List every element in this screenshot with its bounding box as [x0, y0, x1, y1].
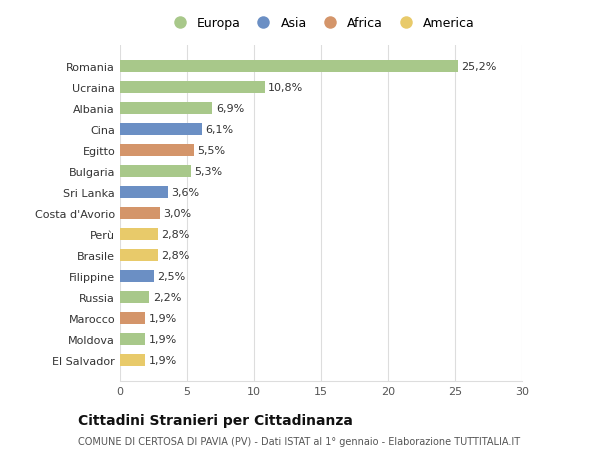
- Text: 1,9%: 1,9%: [149, 355, 177, 365]
- Bar: [120, 270, 154, 282]
- Text: 2,2%: 2,2%: [153, 292, 181, 302]
- Text: 2,5%: 2,5%: [157, 271, 185, 281]
- Text: 1,9%: 1,9%: [149, 334, 177, 344]
- Text: 3,0%: 3,0%: [164, 208, 191, 218]
- Bar: [120, 82, 265, 94]
- Text: Cittadini Stranieri per Cittadinanza: Cittadini Stranieri per Cittadinanza: [78, 414, 353, 428]
- Text: 2,8%: 2,8%: [161, 250, 189, 260]
- Text: 10,8%: 10,8%: [268, 83, 304, 93]
- Bar: [120, 207, 160, 219]
- Bar: [120, 145, 194, 157]
- Text: 6,9%: 6,9%: [216, 104, 244, 114]
- Text: 5,3%: 5,3%: [194, 167, 223, 177]
- Text: 6,1%: 6,1%: [205, 125, 233, 134]
- Bar: [120, 354, 145, 366]
- Bar: [120, 229, 158, 240]
- Bar: [120, 103, 212, 114]
- Text: COMUNE DI CERTOSA DI PAVIA (PV) - Dati ISTAT al 1° gennaio - Elaborazione TUTTIT: COMUNE DI CERTOSA DI PAVIA (PV) - Dati I…: [78, 437, 520, 446]
- Text: 2,8%: 2,8%: [161, 230, 189, 239]
- Bar: [120, 166, 191, 177]
- Text: 5,5%: 5,5%: [197, 146, 225, 156]
- Legend: Europa, Asia, Africa, America: Europa, Asia, Africa, America: [162, 12, 480, 35]
- Text: 25,2%: 25,2%: [461, 62, 496, 72]
- Text: 1,9%: 1,9%: [149, 313, 177, 323]
- Bar: [120, 187, 168, 198]
- Bar: [120, 124, 202, 135]
- Bar: [120, 61, 458, 73]
- Bar: [120, 250, 158, 261]
- Bar: [120, 313, 145, 324]
- Text: 3,6%: 3,6%: [172, 188, 200, 197]
- Bar: [120, 291, 149, 303]
- Bar: [120, 333, 145, 345]
